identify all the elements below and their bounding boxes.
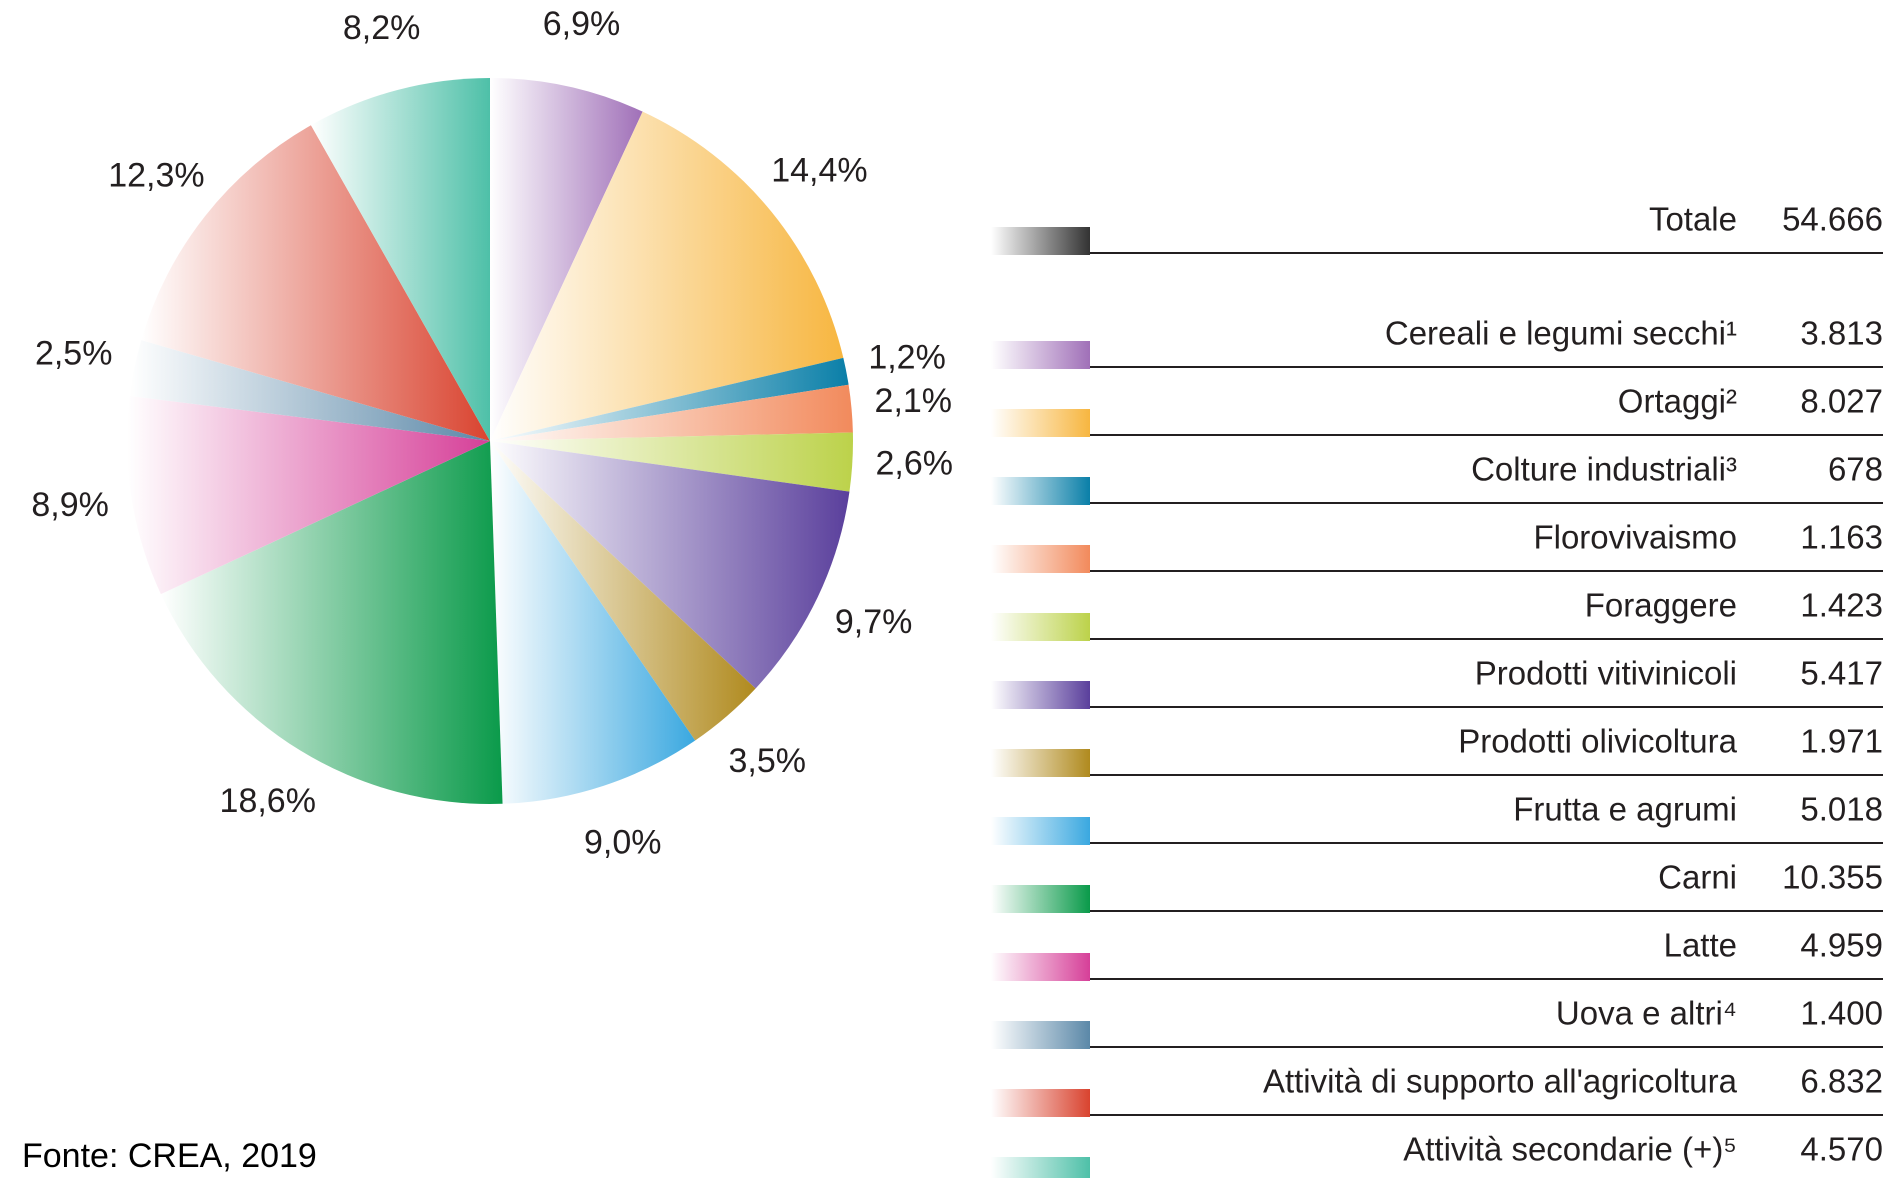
legend-label: Ortaggi²	[1618, 383, 1737, 420]
legend-label: Florovivaismo	[1533, 519, 1737, 556]
source: Fonte: CREA, 2019	[22, 1137, 317, 1175]
pie-slice	[126, 396, 490, 595]
slice-label: 2,5%	[35, 334, 113, 372]
legend-value: 8.027	[1800, 383, 1883, 420]
legend-label: Latte	[1664, 927, 1737, 964]
legend-value: 5.417	[1800, 655, 1883, 692]
legend-value: 3.813	[1800, 315, 1883, 352]
legend-swatch	[991, 477, 1090, 505]
pie-slice	[310, 78, 490, 441]
pie-slice	[490, 432, 853, 492]
slice-label: 18,6%	[220, 782, 316, 820]
pie-slice	[490, 441, 696, 804]
pie-slice	[160, 441, 503, 804]
legend-label: Cereali e legumi secchi¹	[1385, 315, 1737, 352]
slice-label: 9,7%	[835, 603, 913, 641]
legend-label: Carni	[1658, 859, 1737, 896]
legend-label: Frutta e agrumi	[1513, 791, 1737, 828]
slice-label: 6,9%	[543, 5, 621, 43]
legend-label: Colture industriali³	[1471, 451, 1737, 488]
pie-slice	[490, 441, 756, 741]
legend-swatch	[991, 227, 1090, 255]
legend-label: Attività secondarie (+)⁵	[1403, 1131, 1737, 1168]
slice-label: 3,5%	[729, 742, 807, 780]
legend-swatch	[991, 613, 1090, 641]
legend-label: Uova e altri⁴	[1556, 995, 1737, 1032]
legend-swatch	[991, 1089, 1090, 1117]
slice-label: 9,0%	[584, 824, 662, 862]
legend-value: 4.959	[1800, 927, 1883, 964]
pie-slice	[490, 111, 844, 442]
legend-value: 10.355	[1782, 859, 1883, 896]
legend-swatch	[991, 1157, 1090, 1178]
legend-swatch	[991, 681, 1090, 709]
legend-value: 678	[1828, 451, 1883, 488]
legend-swatch	[991, 953, 1090, 981]
legend-value: 5.018	[1800, 791, 1883, 828]
legend-value: 4.570	[1800, 1131, 1883, 1168]
legend-swatch	[991, 341, 1090, 369]
pie-slice	[490, 357, 849, 441]
legend-value: 1.971	[1800, 723, 1883, 760]
legend-swatch	[991, 885, 1090, 913]
slice-label: 1,2%	[868, 338, 946, 376]
pie-slice	[490, 78, 643, 441]
legend-label: Foraggere	[1585, 587, 1737, 624]
legend-label: Prodotti vitivinicoli	[1475, 655, 1737, 692]
legend-swatch	[991, 817, 1090, 845]
legend-label: Totale	[1649, 201, 1737, 238]
slice-label: 8,9%	[31, 486, 109, 524]
legend-value: 6.832	[1800, 1063, 1883, 1100]
pie-slice	[141, 125, 490, 442]
legend-value: 1.423	[1800, 587, 1883, 624]
slice-label: 8,2%	[343, 9, 421, 47]
slice-label: 2,6%	[876, 445, 954, 483]
legend-swatch	[991, 1021, 1090, 1049]
legend-swatch	[991, 545, 1090, 573]
legend-swatch	[991, 749, 1090, 777]
slice-label: 12,3%	[108, 157, 204, 195]
legend-label: Prodotti olivicoltura	[1458, 723, 1737, 760]
legend-value: 54.666	[1782, 201, 1883, 238]
legend-label: Attività di supporto all'agricoltura	[1263, 1063, 1738, 1100]
slice-label: 14,4%	[771, 151, 867, 189]
pie-slice	[490, 384, 853, 441]
legend-value: 1.400	[1800, 995, 1883, 1032]
legend-swatch	[991, 409, 1090, 437]
pie-slice	[490, 441, 850, 689]
slice-label: 2,1%	[875, 382, 953, 420]
pie-slice	[129, 340, 490, 441]
legend-value: 1.163	[1800, 519, 1883, 556]
